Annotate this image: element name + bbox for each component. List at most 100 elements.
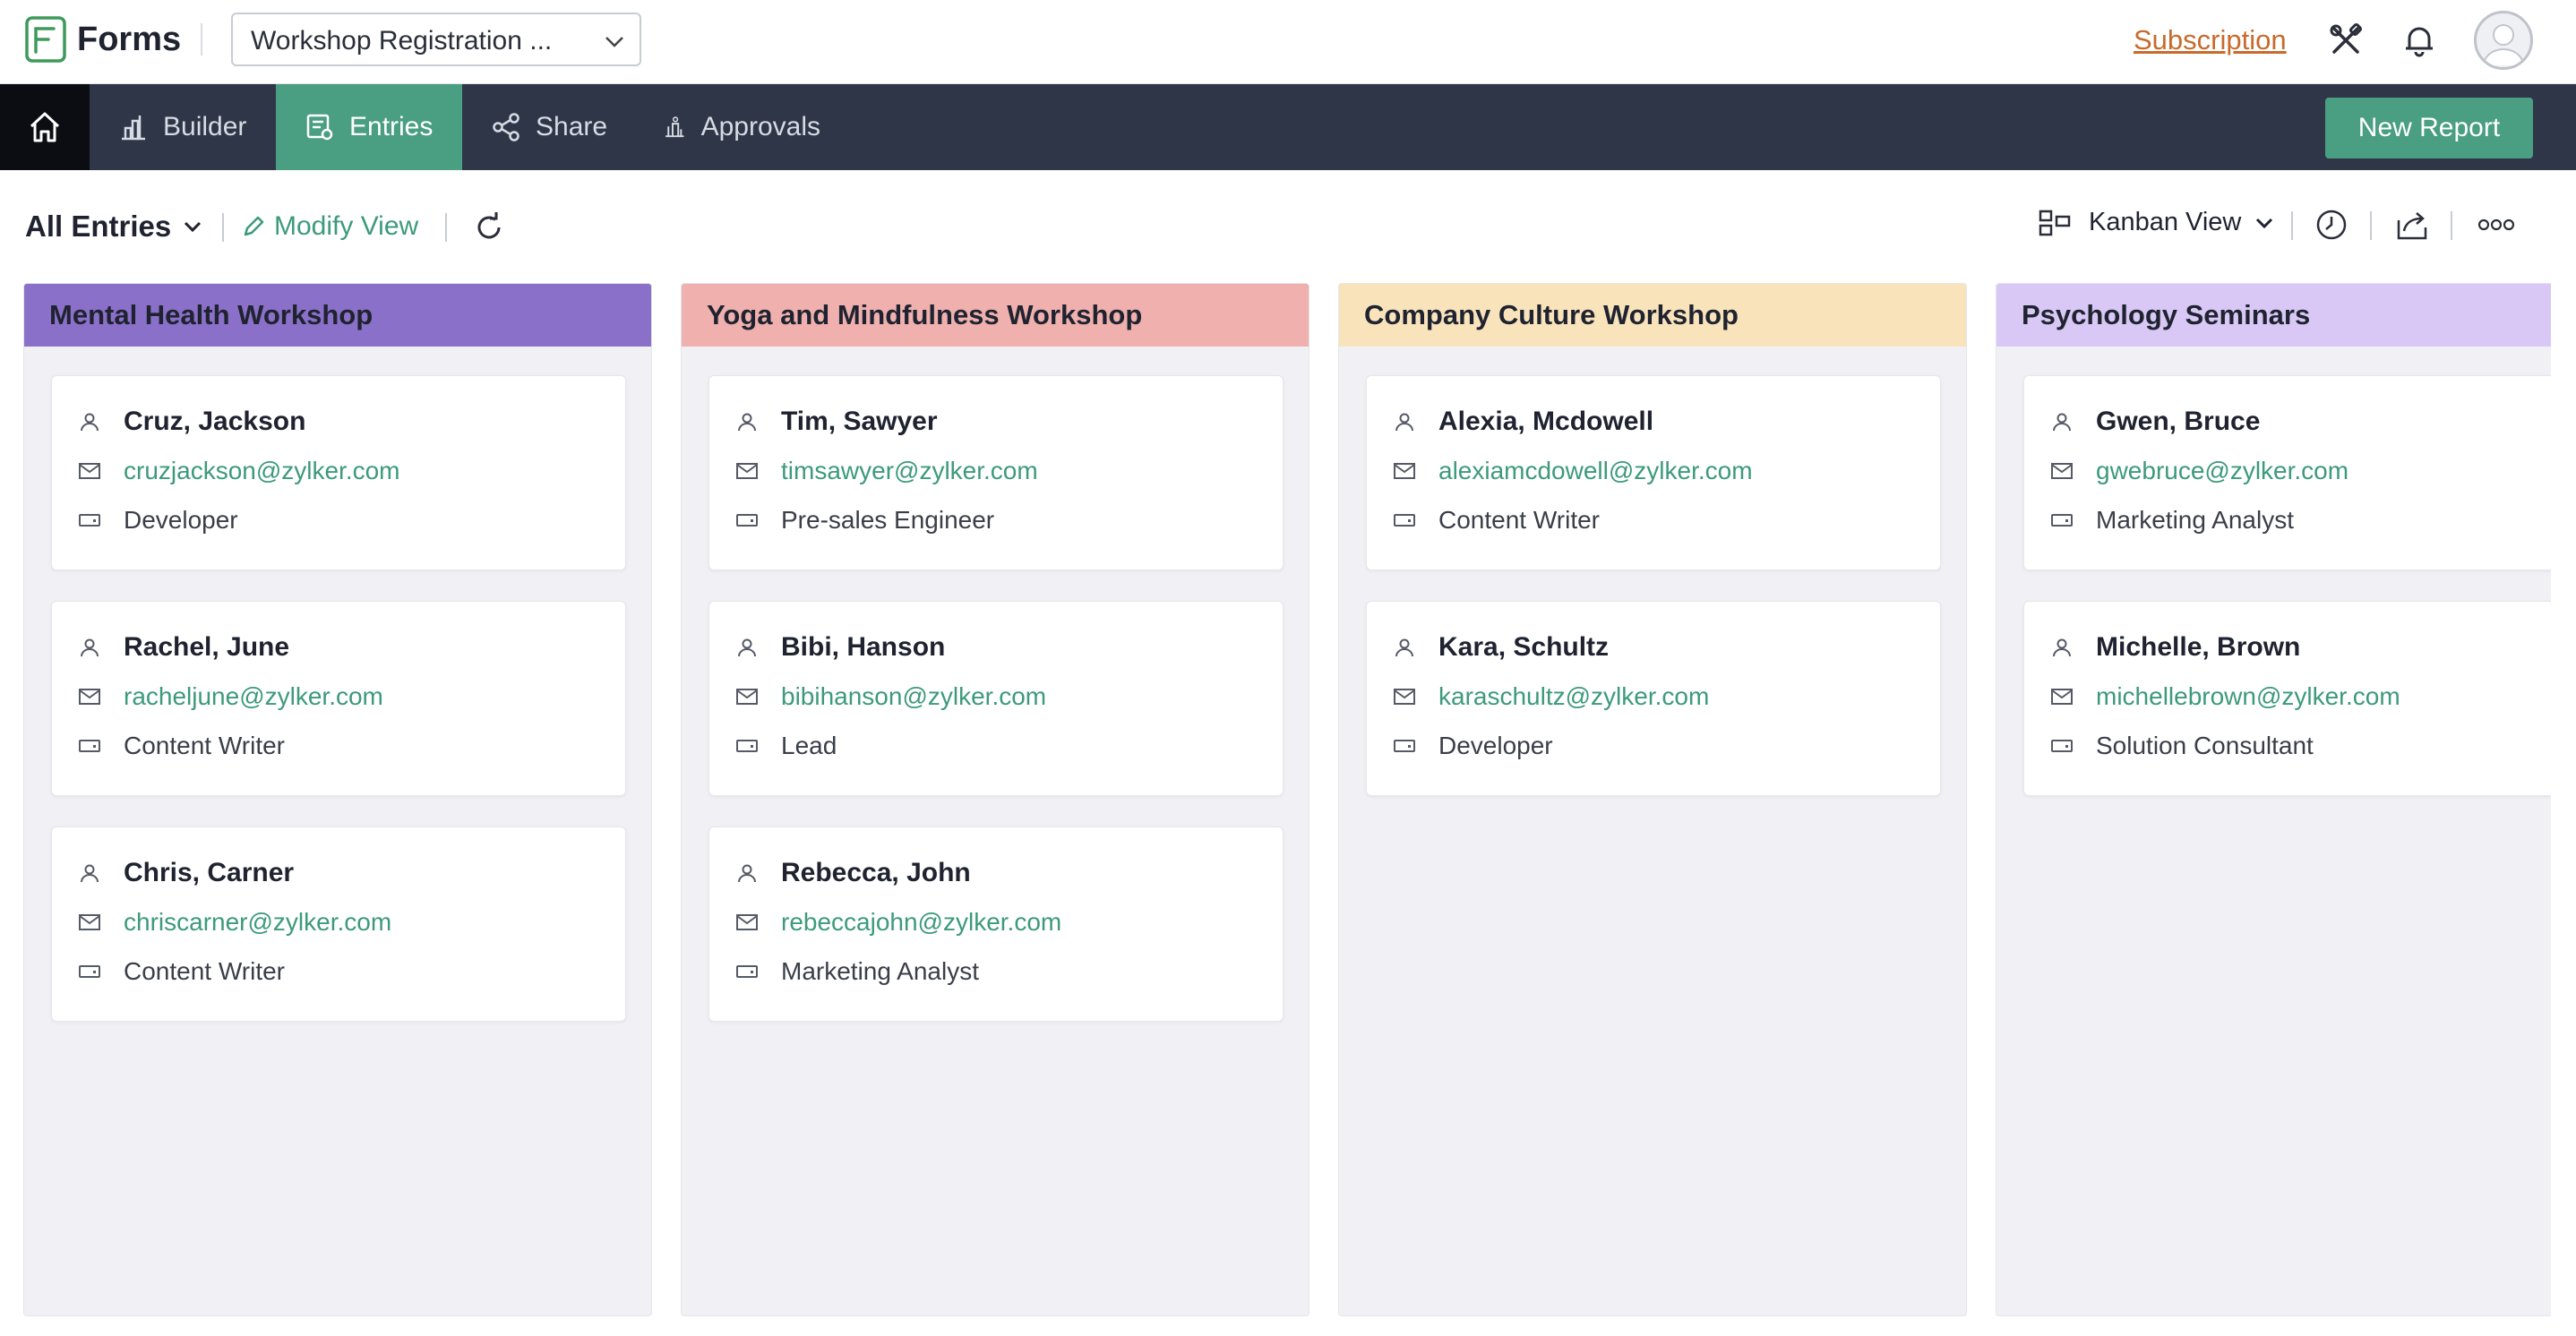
- entry-role: Marketing Analyst: [781, 957, 979, 985]
- mail-icon: [77, 458, 102, 484]
- modify-view-button[interactable]: Modify View: [242, 211, 418, 242]
- entry-email[interactable]: timsawyer@zylker.com: [781, 457, 1038, 484]
- entry-name: Kara, Schultz: [1438, 632, 1610, 662]
- nav-home-button[interactable]: [0, 84, 90, 170]
- entry-role: Pre-sales Engineer: [781, 506, 995, 534]
- person-icon: [77, 409, 102, 434]
- export-icon[interactable]: [2395, 208, 2429, 242]
- nav-tab-entries-label: Entries: [349, 112, 434, 141]
- mail-icon: [77, 910, 102, 935]
- person-icon: [2049, 409, 2074, 434]
- view-selector[interactable]: All Entries: [25, 210, 203, 244]
- entry-email[interactable]: chriscarner@zylker.com: [124, 908, 392, 936]
- entry-email[interactable]: alexiamcdowell@zylker.com: [1438, 457, 1753, 484]
- column-title: Mental Health Workshop: [49, 299, 374, 330]
- entry-card[interactable]: Bibi, Hanson bibihanson@zylker.com Lead: [708, 601, 1284, 796]
- entry-email[interactable]: rebeccajohn@zylker.com: [781, 908, 1062, 936]
- refresh-icon[interactable]: [473, 211, 505, 244]
- nav-tab-share-label: Share: [536, 112, 608, 141]
- person-icon: [1392, 409, 1417, 434]
- form-selector-value: Workshop Registration ...: [251, 26, 553, 56]
- nav-tab-approvals[interactable]: Approvals: [634, 84, 849, 170]
- entry-card[interactable]: Chris, Carner chriscarner@zylker.com Con…: [51, 826, 626, 1022]
- mail-icon: [734, 910, 760, 935]
- history-clock-icon[interactable]: [2314, 208, 2348, 242]
- entry-name: Alexia, Mcdowell: [1438, 407, 1654, 436]
- modify-view-label: Modify View: [274, 211, 419, 241]
- forms-logo-icon: [25, 16, 66, 63]
- entry-role: Solution Consultant: [2096, 732, 2314, 759]
- entry-name: Gwen, Bruce: [2096, 407, 2261, 436]
- nav-tab-builder-label: Builder: [163, 112, 247, 141]
- entry-email[interactable]: cruzjackson@zylker.com: [124, 457, 400, 484]
- more-options-icon[interactable]: [2477, 213, 2515, 236]
- entry-name: Michelle, Brown: [2096, 632, 2301, 662]
- field-icon: [1392, 733, 1417, 758]
- pencil-icon: [244, 216, 264, 236]
- chevron-down-icon: [605, 37, 623, 47]
- entry-card[interactable]: Gwen, Bruce gwebruce@zylker.com Marketin…: [2023, 375, 2551, 570]
- home-icon: [30, 112, 60, 142]
- mail-icon: [2049, 458, 2074, 484]
- bell-icon[interactable]: [2400, 21, 2438, 59]
- approvals-icon: [665, 116, 684, 138]
- top-bar: Forms Workshop Registration ... Subscrip…: [0, 0, 2576, 84]
- entry-role: Marketing Analyst: [2096, 506, 2294, 534]
- entry-role: Lead: [781, 732, 837, 759]
- entry-name: Rebecca, John: [781, 858, 971, 887]
- column-title: Psychology Seminars: [2022, 299, 2311, 330]
- kanban-column-yoga: Yoga and Mindfulness Workshop Tim, Sawye…: [681, 283, 1309, 1316]
- entry-email[interactable]: karaschultz@zylker.com: [1438, 682, 1710, 710]
- divider: [201, 23, 202, 56]
- mail-icon: [2049, 684, 2074, 709]
- tools-icon[interactable]: [2327, 21, 2365, 59]
- column-header: Company Culture Workshop: [1339, 284, 1966, 347]
- app-name: Forms: [77, 21, 182, 58]
- nav-tab-builder[interactable]: Builder: [90, 84, 276, 170]
- column-title: Company Culture Workshop: [1364, 299, 1739, 330]
- layout-selector[interactable]: Kanban View: [2039, 208, 2275, 237]
- entry-role: Developer: [124, 506, 238, 534]
- person-icon: [77, 635, 102, 660]
- mail-icon: [77, 684, 102, 709]
- entry-email[interactable]: michellebrown@zylker.com: [2096, 682, 2400, 710]
- divider: [2451, 211, 2452, 240]
- nav-tab-share[interactable]: Share: [462, 84, 641, 170]
- entry-email[interactable]: bibihanson@zylker.com: [781, 682, 1047, 710]
- entry-card[interactable]: Michelle, Brown michellebrown@zylker.com…: [2023, 601, 2551, 796]
- new-report-button[interactable]: New Report: [2325, 98, 2533, 158]
- nav-tab-entries[interactable]: Entries: [276, 84, 462, 170]
- entry-card[interactable]: Rebecca, John rebeccajohn@zylker.com Mar…: [708, 826, 1284, 1022]
- chevron-down-icon: [2256, 218, 2273, 228]
- divider: [222, 213, 224, 242]
- field-icon: [77, 508, 102, 533]
- column-title: Yoga and Mindfulness Workshop: [707, 299, 1143, 330]
- nav-bar: Builder Entries Share Approvals New Repo…: [0, 84, 2576, 170]
- entry-card[interactable]: Alexia, Mcdowell alexiamcdowell@zylker.c…: [1366, 375, 1941, 570]
- field-icon: [2049, 508, 2074, 533]
- person-icon: [2049, 635, 2074, 660]
- entry-name: Chris, Carner: [124, 858, 295, 887]
- builder-icon: [122, 116, 145, 141]
- entry-role: Content Writer: [124, 732, 285, 759]
- entry-email[interactable]: gwebruce@zylker.com: [2096, 457, 2349, 484]
- user-avatar[interactable]: [2474, 11, 2533, 70]
- field-icon: [734, 733, 760, 758]
- user-avatar-icon: [2483, 24, 2524, 66]
- entry-email[interactable]: racheljune@zylker.com: [124, 682, 383, 710]
- form-selector-dropdown[interactable]: Workshop Registration ...: [231, 13, 641, 66]
- view-selector-label: All Entries: [25, 210, 172, 243]
- entry-name: Tim, Sawyer: [781, 407, 938, 436]
- entry-card[interactable]: Kara, Schultz karaschultz@zylker.com Dev…: [1366, 601, 1941, 796]
- field-icon: [734, 508, 760, 533]
- person-icon: [77, 861, 102, 886]
- divider: [2291, 211, 2293, 240]
- field-icon: [77, 733, 102, 758]
- entry-card[interactable]: Cruz, Jackson cruzjackson@zylker.com Dev…: [51, 375, 626, 570]
- subscription-link[interactable]: Subscription: [2134, 24, 2287, 56]
- entry-name: Cruz, Jackson: [124, 407, 306, 436]
- person-icon: [1392, 635, 1417, 660]
- entry-card[interactable]: Rachel, June racheljune@zylker.com Conte…: [51, 601, 626, 796]
- column-header: Psychology Seminars: [1996, 284, 2551, 347]
- entry-card[interactable]: Tim, Sawyer timsawyer@zylker.com Pre-sal…: [708, 375, 1284, 570]
